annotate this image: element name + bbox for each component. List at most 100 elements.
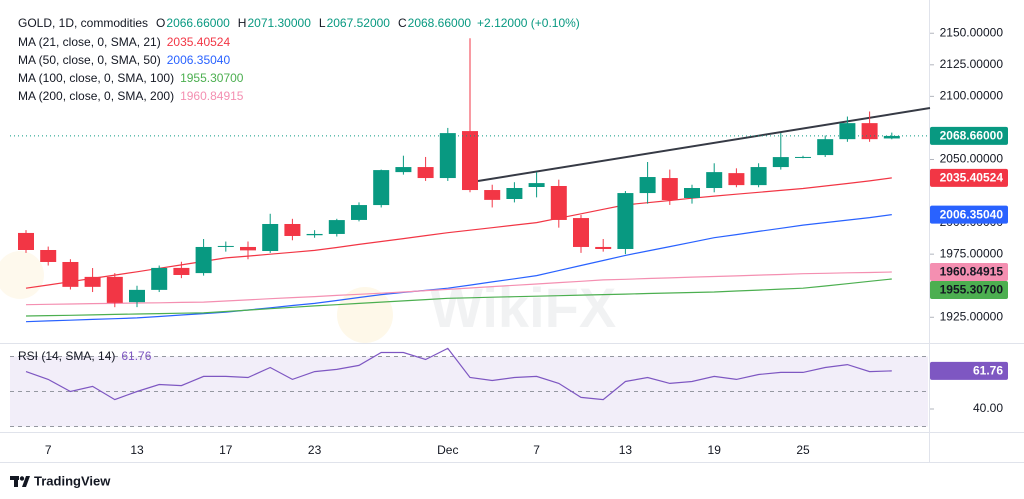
- price-badge-label: 2068.66000: [940, 129, 1004, 143]
- y-tick-label: 1925.00000: [940, 309, 1004, 323]
- candle-body: [195, 246, 212, 274]
- price-badge: [930, 205, 1008, 224]
- x-tick-label: 25: [796, 443, 810, 457]
- candle-body: [706, 172, 723, 189]
- candle-body: [639, 177, 656, 194]
- x-tick-label: Dec: [437, 443, 458, 457]
- legend-text: MA (21, close, 0, SMA, 21): [18, 35, 161, 49]
- candle-body: [373, 170, 390, 206]
- legend-text: MA (50, close, 0, SMA, 50): [18, 53, 161, 67]
- candle-body: [40, 249, 57, 262]
- legend-text: 2035.40524: [167, 35, 231, 49]
- watermark-logo: [337, 287, 393, 343]
- price-badge: [930, 361, 1008, 380]
- y-tick-label: 40.00: [973, 401, 1003, 415]
- candle-body: [417, 167, 434, 179]
- price-badge-label: 1955.30700: [940, 283, 1004, 297]
- x-tick-label: 13: [130, 443, 144, 457]
- candle-body: [284, 223, 301, 236]
- price-badge: [930, 126, 1008, 145]
- candle-body: [173, 267, 190, 275]
- logo-part: [22, 476, 30, 487]
- x-tick-label: 7: [533, 443, 540, 457]
- candle-body: [573, 218, 589, 247]
- candle-body: [328, 220, 345, 234]
- y-tick-label: 2100.00000: [940, 89, 1004, 103]
- legend-text: +2.12000 (+0.10%): [477, 16, 580, 30]
- price-badge-label: 61.76: [973, 364, 1003, 378]
- candle-body: [595, 246, 612, 249]
- legend-text: C: [398, 16, 407, 30]
- candle-body: [506, 188, 523, 199]
- candle-body: [240, 246, 256, 251]
- tradingview-logo: TradingView: [10, 473, 111, 488]
- candle-body: [617, 193, 634, 249]
- price-badge-label: 2006.35040: [940, 207, 1004, 221]
- candle-body: [684, 188, 700, 198]
- price-badge-label: 1960.84915: [940, 265, 1004, 279]
- candle-body: [883, 135, 900, 139]
- candle-body: [351, 205, 367, 220]
- candle-body: [84, 276, 101, 287]
- legend-text: 1960.84915: [180, 89, 244, 103]
- candle-body: [395, 167, 412, 173]
- legend-text: H: [238, 16, 247, 30]
- price-badge: [930, 263, 1008, 282]
- legend-text: GOLD, 1D, commodities: [18, 16, 148, 30]
- candle-body: [750, 167, 767, 186]
- candle-body: [839, 123, 856, 140]
- candle-body: [661, 178, 678, 201]
- candle-body: [129, 289, 145, 303]
- legend-text: 2067.52000: [327, 16, 391, 30]
- legend-text: RSI (14, SMA, 14): [18, 349, 115, 363]
- candle-body: [262, 223, 279, 252]
- source: TradingView: [34, 473, 111, 488]
- legend-text: MA (100, close, 0, SMA, 100): [18, 71, 174, 85]
- price-badge: [930, 281, 1008, 300]
- ma-line: [25, 271, 892, 306]
- candle-body: [861, 123, 878, 140]
- candle-body: [795, 156, 811, 158]
- legend-text: 2006.35040: [167, 53, 231, 67]
- ma-line: [25, 278, 892, 317]
- candle-body: [62, 261, 79, 287]
- ma-line: [25, 214, 892, 323]
- x-tick-label: 23: [308, 443, 322, 457]
- x-tick-label: 17: [219, 443, 233, 457]
- candle-body: [151, 267, 168, 290]
- x-tick-label: 13: [619, 443, 633, 457]
- y-tick-label: 2125.00000: [940, 57, 1004, 71]
- legend-text: 2071.30000: [247, 16, 311, 30]
- legend-text: 1955.30700: [180, 71, 244, 85]
- x-tick-label: 19: [708, 443, 722, 457]
- logo-part: [19, 476, 25, 481]
- legend-text: L: [319, 16, 326, 30]
- y-tick-label: 1975.00000: [940, 246, 1004, 260]
- ma-line: [25, 177, 892, 289]
- candle-body: [484, 190, 501, 200]
- candle-body: [439, 133, 456, 179]
- price-badge: [930, 168, 1008, 187]
- candle-body: [306, 233, 323, 236]
- candle-body: [462, 131, 478, 191]
- y-tick-label: 2050.00000: [940, 152, 1004, 166]
- legend-text: O: [156, 16, 165, 30]
- candle-body: [550, 185, 567, 220]
- candle-body: [217, 245, 234, 247]
- legend-text: 2068.66000: [408, 16, 472, 30]
- legend-text: 2066.66000: [166, 16, 230, 30]
- trend-line: [477, 107, 931, 182]
- candle-body: [772, 157, 789, 168]
- y-tick-label: 2150.00000: [940, 25, 1004, 39]
- legend-text: MA (200, close, 0, SMA, 200): [18, 89, 174, 103]
- candle-body: [728, 173, 745, 186]
- rsi-line: [25, 347, 892, 401]
- candle-body: [18, 232, 34, 250]
- candle-body: [106, 276, 123, 303]
- x-tick-label: 7: [45, 443, 52, 457]
- legend-text: 61.76: [121, 349, 151, 363]
- price-badge-label: 2035.40524: [940, 171, 1004, 185]
